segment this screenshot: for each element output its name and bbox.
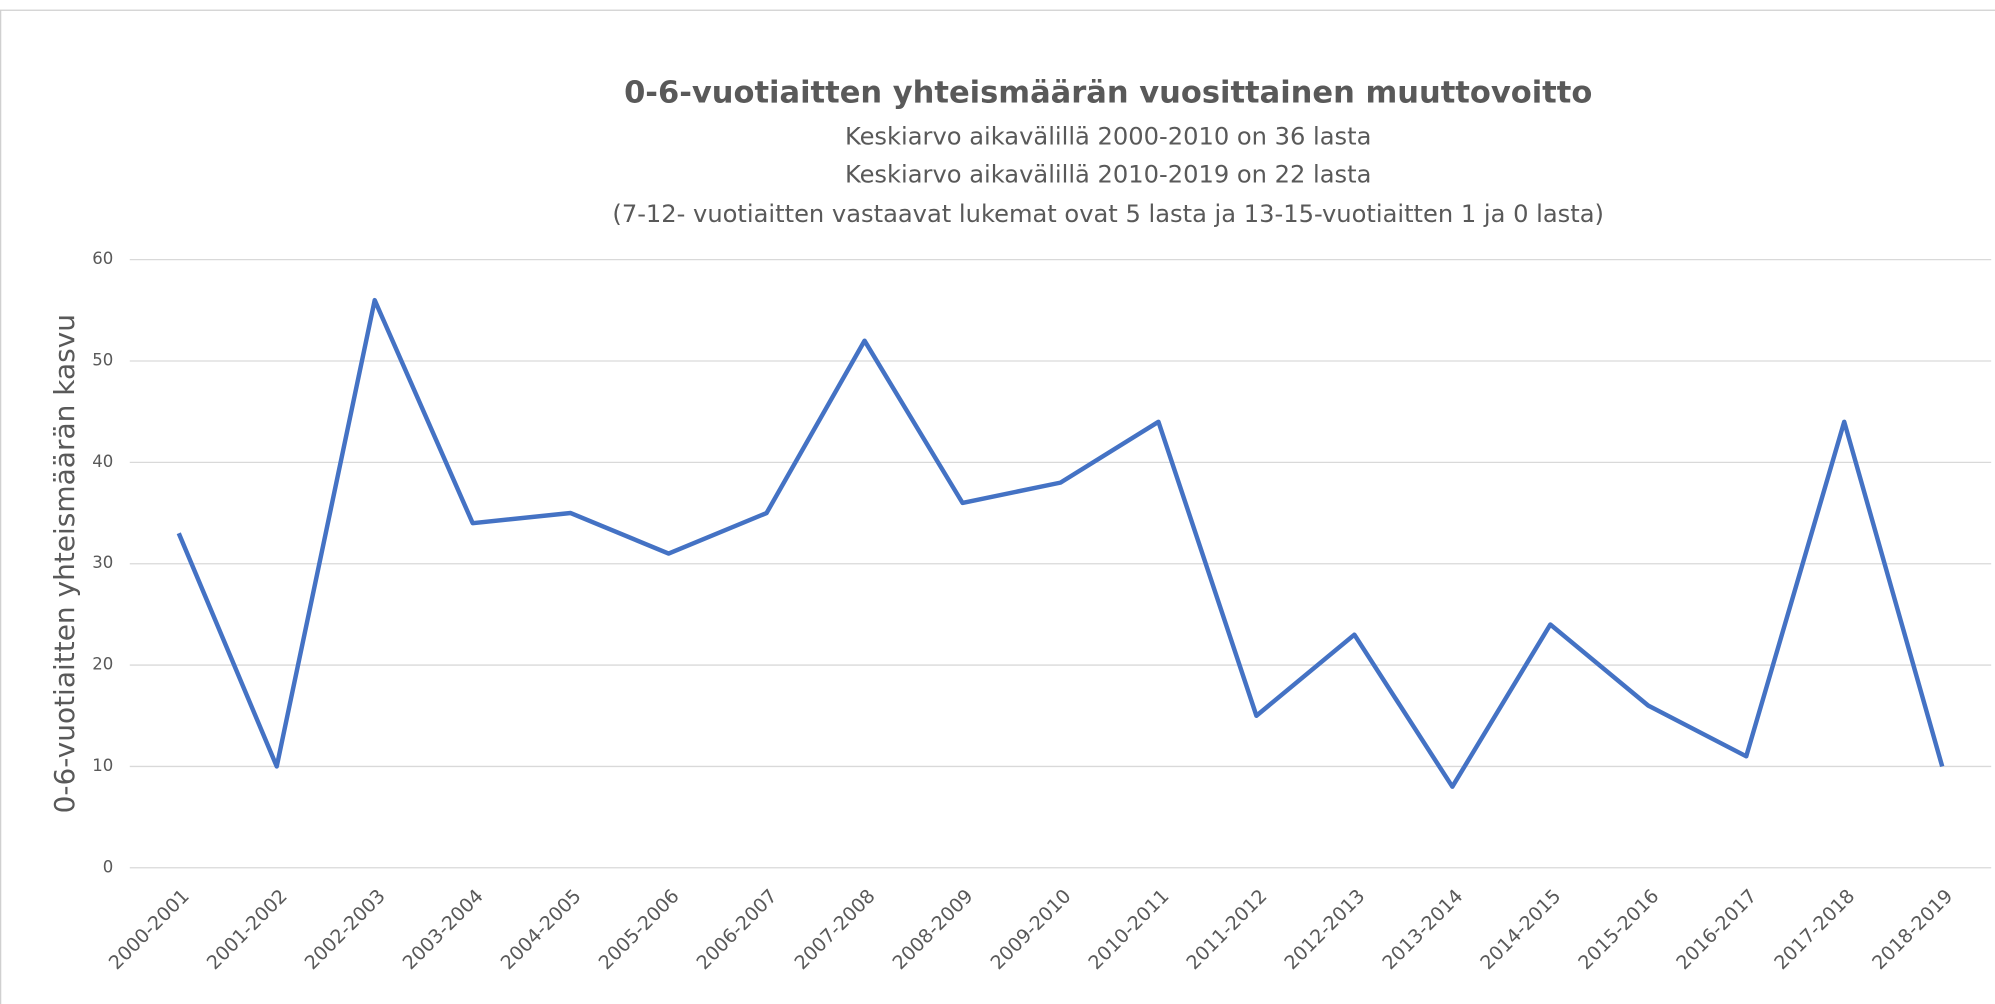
chart-border	[0, 9, 1995, 1004]
x-tick-label: 2008-2009	[888, 885, 977, 974]
x-tick-label: 2017-2018	[1770, 885, 1859, 974]
y-tick-label: 50	[92, 350, 113, 369]
x-tick-label: 2018-2019	[1868, 885, 1957, 974]
chart-subtitle: (7-12- vuotiaitten vastaavat lukemat ova…	[612, 200, 1604, 228]
y-tick-label: 40	[92, 452, 113, 471]
x-tick-label: 2016-2017	[1672, 885, 1761, 974]
x-tick-label: 2015-2016	[1574, 885, 1663, 974]
x-tick-label: 2011-2012	[1182, 885, 1271, 974]
x-tick-label: 2002-2003	[301, 885, 390, 974]
x-tick-label: 2006-2007	[693, 885, 782, 974]
x-tick-label: 2005-2006	[595, 885, 684, 974]
data-line	[176, 297, 1945, 789]
x-tick-label: 2010-2011	[1084, 885, 1173, 974]
chart-subtitle: Keskiarvo aikavälillä 2000-2010 on 36 la…	[845, 122, 1371, 150]
y-tick-label: 30	[92, 553, 113, 572]
x-tick-label: 2012-2013	[1280, 885, 1369, 974]
x-tick-label: 2004-2005	[497, 885, 586, 974]
x-tick-label: 2001-2002	[203, 885, 292, 974]
x-tick-label: 2014-2015	[1476, 885, 1565, 974]
x-tick-label: 2013-2014	[1378, 885, 1467, 974]
x-tick-label: 2007-2008	[791, 885, 880, 974]
y-tick-label: 0	[103, 857, 114, 876]
chart-subtitle: Keskiarvo aikavälillä 2010-2019 on 22 la…	[845, 161, 1371, 189]
y-tick-label: 10	[92, 756, 113, 775]
x-tick-label: 2003-2004	[399, 885, 488, 974]
x-tick-label: 2009-2010	[986, 885, 1075, 974]
y-tick-label: 60	[92, 249, 113, 268]
y-tick-label: 20	[92, 655, 113, 674]
x-tick-label: 2000-2001	[105, 885, 194, 974]
chart-title: 0-6-vuotiaitten yhteismäärän vuosittaine…	[624, 76, 1592, 111]
y-axis-label: 0-6-vuotiaitten yhteismäärän kasvu	[48, 314, 81, 813]
